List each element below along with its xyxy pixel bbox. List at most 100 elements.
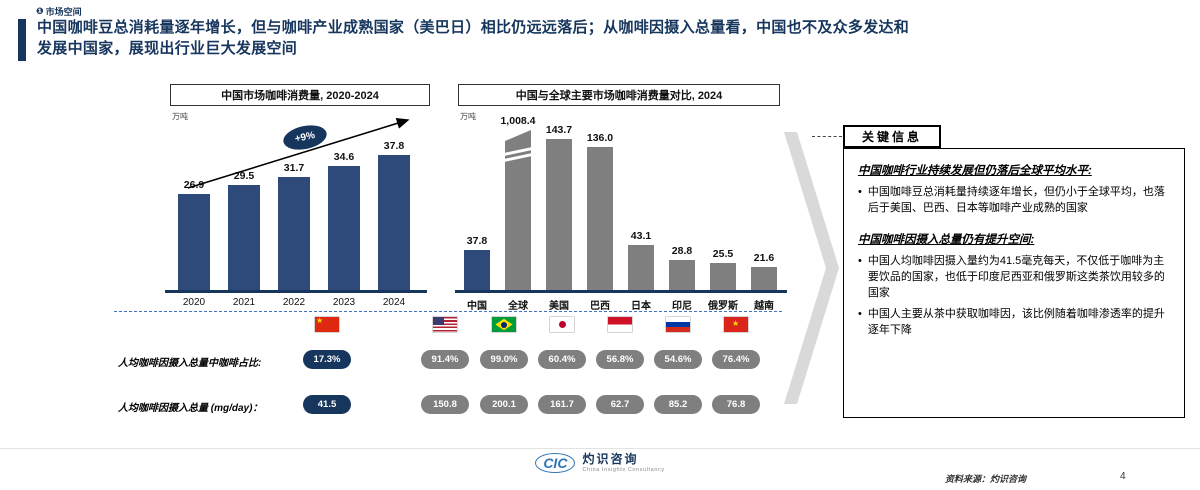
caffeine-share-badge-china: 17.3% xyxy=(303,350,351,369)
key-info-title: 关键信息 xyxy=(843,125,941,148)
caffeine-intake-badge-indonesia: 62.7 xyxy=(596,395,644,414)
chevron-arrow xyxy=(784,132,839,404)
cic-logo-text: 灼识咨询 China Insights Consultancy xyxy=(582,452,665,473)
bar-美国 xyxy=(546,139,572,290)
page-title-line1: 中国咖啡豆总消耗量逐年增长，但与咖啡产业成熟国家（美巴日）相比仍远远落后；从咖啡… xyxy=(37,19,910,36)
bullet-marker: • xyxy=(858,307,862,320)
caffeine-intake-row-label: 人均咖啡因摄入总量 (mg/day)： xyxy=(118,403,263,414)
chart2-plot-area: 37.8 中国 1,008.4 全球 143.7 美国 136.0 巴西 43.1 日本 28.8 印… xyxy=(450,84,795,324)
bar-越南 xyxy=(751,267,777,290)
bullet-marker: • xyxy=(858,255,862,268)
bar-category-label: 越南 xyxy=(754,301,774,312)
flag-star: ★ xyxy=(732,319,740,328)
chart1-unit-label: 万吨 xyxy=(172,112,188,121)
bar-2021 xyxy=(228,185,260,290)
flag-usa xyxy=(433,317,457,332)
bar-value-label: 21.6 xyxy=(753,252,775,264)
chart1-axis-line xyxy=(165,290,427,293)
flag-brazil xyxy=(492,317,516,332)
key-info-box: 中国咖啡行业持续发展但仍落后全球平均水平: • 中国咖啡豆总消耗量持续逐年增长，… xyxy=(843,148,1185,418)
page-title: 中国咖啡豆总消耗量逐年增长，但与咖啡产业成熟国家（美巴日）相比仍远远落后；从咖啡… xyxy=(37,17,1177,59)
bar-2024 xyxy=(378,155,410,290)
title-accent-bar xyxy=(18,19,26,61)
bar-category-label: 2024 xyxy=(382,297,406,308)
source-note: 资料来源：灼识咨询 xyxy=(945,474,1027,484)
chart1-title: 中国市场咖啡消费量, 2020-2024 xyxy=(170,84,430,106)
cic-logo-name: 灼识咨询 xyxy=(582,452,639,466)
caffeine-share-badge-russia: 54.6% xyxy=(654,350,702,369)
section-tag: ❶ 市场空间 xyxy=(36,5,82,18)
key-info-heading-2: 中国咖啡因摄入总量仍有提升空间: xyxy=(858,233,1035,246)
section-tag-label: 市场空间 xyxy=(45,7,82,17)
caffeine-intake-badge-vietnam: 76.8 xyxy=(712,395,760,414)
bar-category-label: 2020 xyxy=(182,297,206,308)
footer-divider xyxy=(0,448,1200,449)
bar-category-label: 日本 xyxy=(631,301,651,312)
key-info-bullet: • 中国咖啡豆总消耗量持续逐年增长，但仍小于全球平均，也落后于美国、巴西、日本等… xyxy=(858,185,1170,217)
chart-global-comparison: 中国与全球主要市场咖啡消费量对比, 2024 万吨 37.8 中国 1,008.4 全… xyxy=(450,84,795,324)
bar-2023 xyxy=(328,166,360,290)
bar-category-label: 中国 xyxy=(467,301,487,312)
caffeine-intake-badge-japan: 161.7 xyxy=(538,395,586,414)
cic-logo-subtitle: China Insights Consultancy xyxy=(582,466,665,473)
bar-value-label: 136.0 xyxy=(586,132,614,144)
dashed-separator xyxy=(114,311,782,312)
flag-china: ★ xyxy=(315,317,339,332)
bar-巴西 xyxy=(587,147,613,290)
bar-category-label: 俄罗斯 xyxy=(708,301,738,312)
caffeine-share-badge-usa: 91.4% xyxy=(421,350,469,369)
chart2-title: 中国与全球主要市场咖啡消费量对比, 2024 xyxy=(458,84,780,106)
flag-indonesia xyxy=(608,317,632,332)
bar-value-label: 31.7 xyxy=(283,162,305,174)
bar-value-label: 143.7 xyxy=(545,124,573,136)
page-title-line2: 发展中国家，展现出行业巨大发展空间 xyxy=(37,40,298,57)
caffeine-share-badge-indonesia: 56.8% xyxy=(596,350,644,369)
bar-value-label: 25.5 xyxy=(712,248,734,260)
flag-vietnam: ★ xyxy=(724,317,748,332)
caffeine-intake-badge-russia: 85.2 xyxy=(654,395,702,414)
bar-value-label: 43.1 xyxy=(630,230,652,242)
key-info-bullet: • 中国人均咖啡因摄入量约为41.5毫克每天，不仅低于咖啡为主要饮品的国家，也低… xyxy=(858,254,1170,302)
section-tag-icon: ❶ xyxy=(36,6,44,16)
bar-category-label: 2022 xyxy=(282,297,306,308)
caffeine-intake-badge-usa: 150.8 xyxy=(421,395,469,414)
bar-全球 xyxy=(505,130,531,290)
key-info-bullet-text: 中国人均咖啡因摄入量约为41.5毫克每天，不仅低于咖啡为主要饮品的国家，也低于印… xyxy=(867,255,1165,299)
caffeine-intake-badge-china: 41.5 xyxy=(303,395,351,414)
key-info-bullet: • 中国人主要从茶中获取咖啡因，该比例随着咖啡渗透率的提升逐年下降 xyxy=(858,307,1170,339)
bar-category-label: 印尼 xyxy=(672,301,692,312)
bar-category-label: 美国 xyxy=(549,301,569,312)
flag-star: ★ xyxy=(316,317,324,325)
flag-japan xyxy=(550,317,574,332)
bar-日本 xyxy=(628,245,654,290)
bar-value-label: 34.6 xyxy=(333,151,355,163)
bar-category-label: 2023 xyxy=(332,297,356,308)
chart1-plot-area: 26.9 2020 29.5 2021 31.7 2022 34.6 2023 37.8 2024 xyxy=(140,84,440,324)
key-info-bullet-text: 中国咖啡豆总消耗量持续逐年增长，但仍小于全球平均，也落后于美国、巴西、日本等咖啡… xyxy=(867,186,1165,215)
bar-2022 xyxy=(278,177,310,290)
bar-印尼 xyxy=(669,260,695,290)
key-info-bullet-text: 中国人主要从茶中获取咖啡因，该比例随着咖啡渗透率的提升逐年下降 xyxy=(867,307,1165,336)
flag-russia xyxy=(666,317,690,332)
cic-logo-mark: CIC xyxy=(535,453,576,474)
bar-value-label: 1,008.4 xyxy=(500,115,536,127)
bar-value-label: 28.8 xyxy=(671,245,693,257)
caffeine-share-row-label: 人均咖啡因摄入总量中咖啡占比: xyxy=(118,358,262,369)
bar-value-label: 37.8 xyxy=(466,235,488,247)
key-info-connector xyxy=(812,136,842,137)
bar-category-label: 巴西 xyxy=(590,301,610,312)
bar-2020 xyxy=(178,194,210,290)
bar-category-label: 全球 xyxy=(508,301,528,312)
page-number: 4 xyxy=(1120,471,1126,482)
caffeine-share-badge-vietnam: 76.4% xyxy=(712,350,760,369)
key-info-heading-1: 中国咖啡行业持续发展但仍落后全球平均水平: xyxy=(858,165,1092,177)
chart2-unit-label: 万吨 xyxy=(460,112,476,121)
bullet-marker: • xyxy=(858,186,862,199)
caffeine-intake-badge-brazil: 200.1 xyxy=(480,395,528,414)
bar-中国 xyxy=(464,250,490,290)
bar-value-label: 37.8 xyxy=(383,140,405,152)
bar-category-label: 2021 xyxy=(232,297,256,308)
caffeine-share-badge-brazil: 99.0% xyxy=(480,350,528,369)
caffeine-share-badge-japan: 60.4% xyxy=(538,350,586,369)
bar-俄罗斯 xyxy=(710,263,736,290)
